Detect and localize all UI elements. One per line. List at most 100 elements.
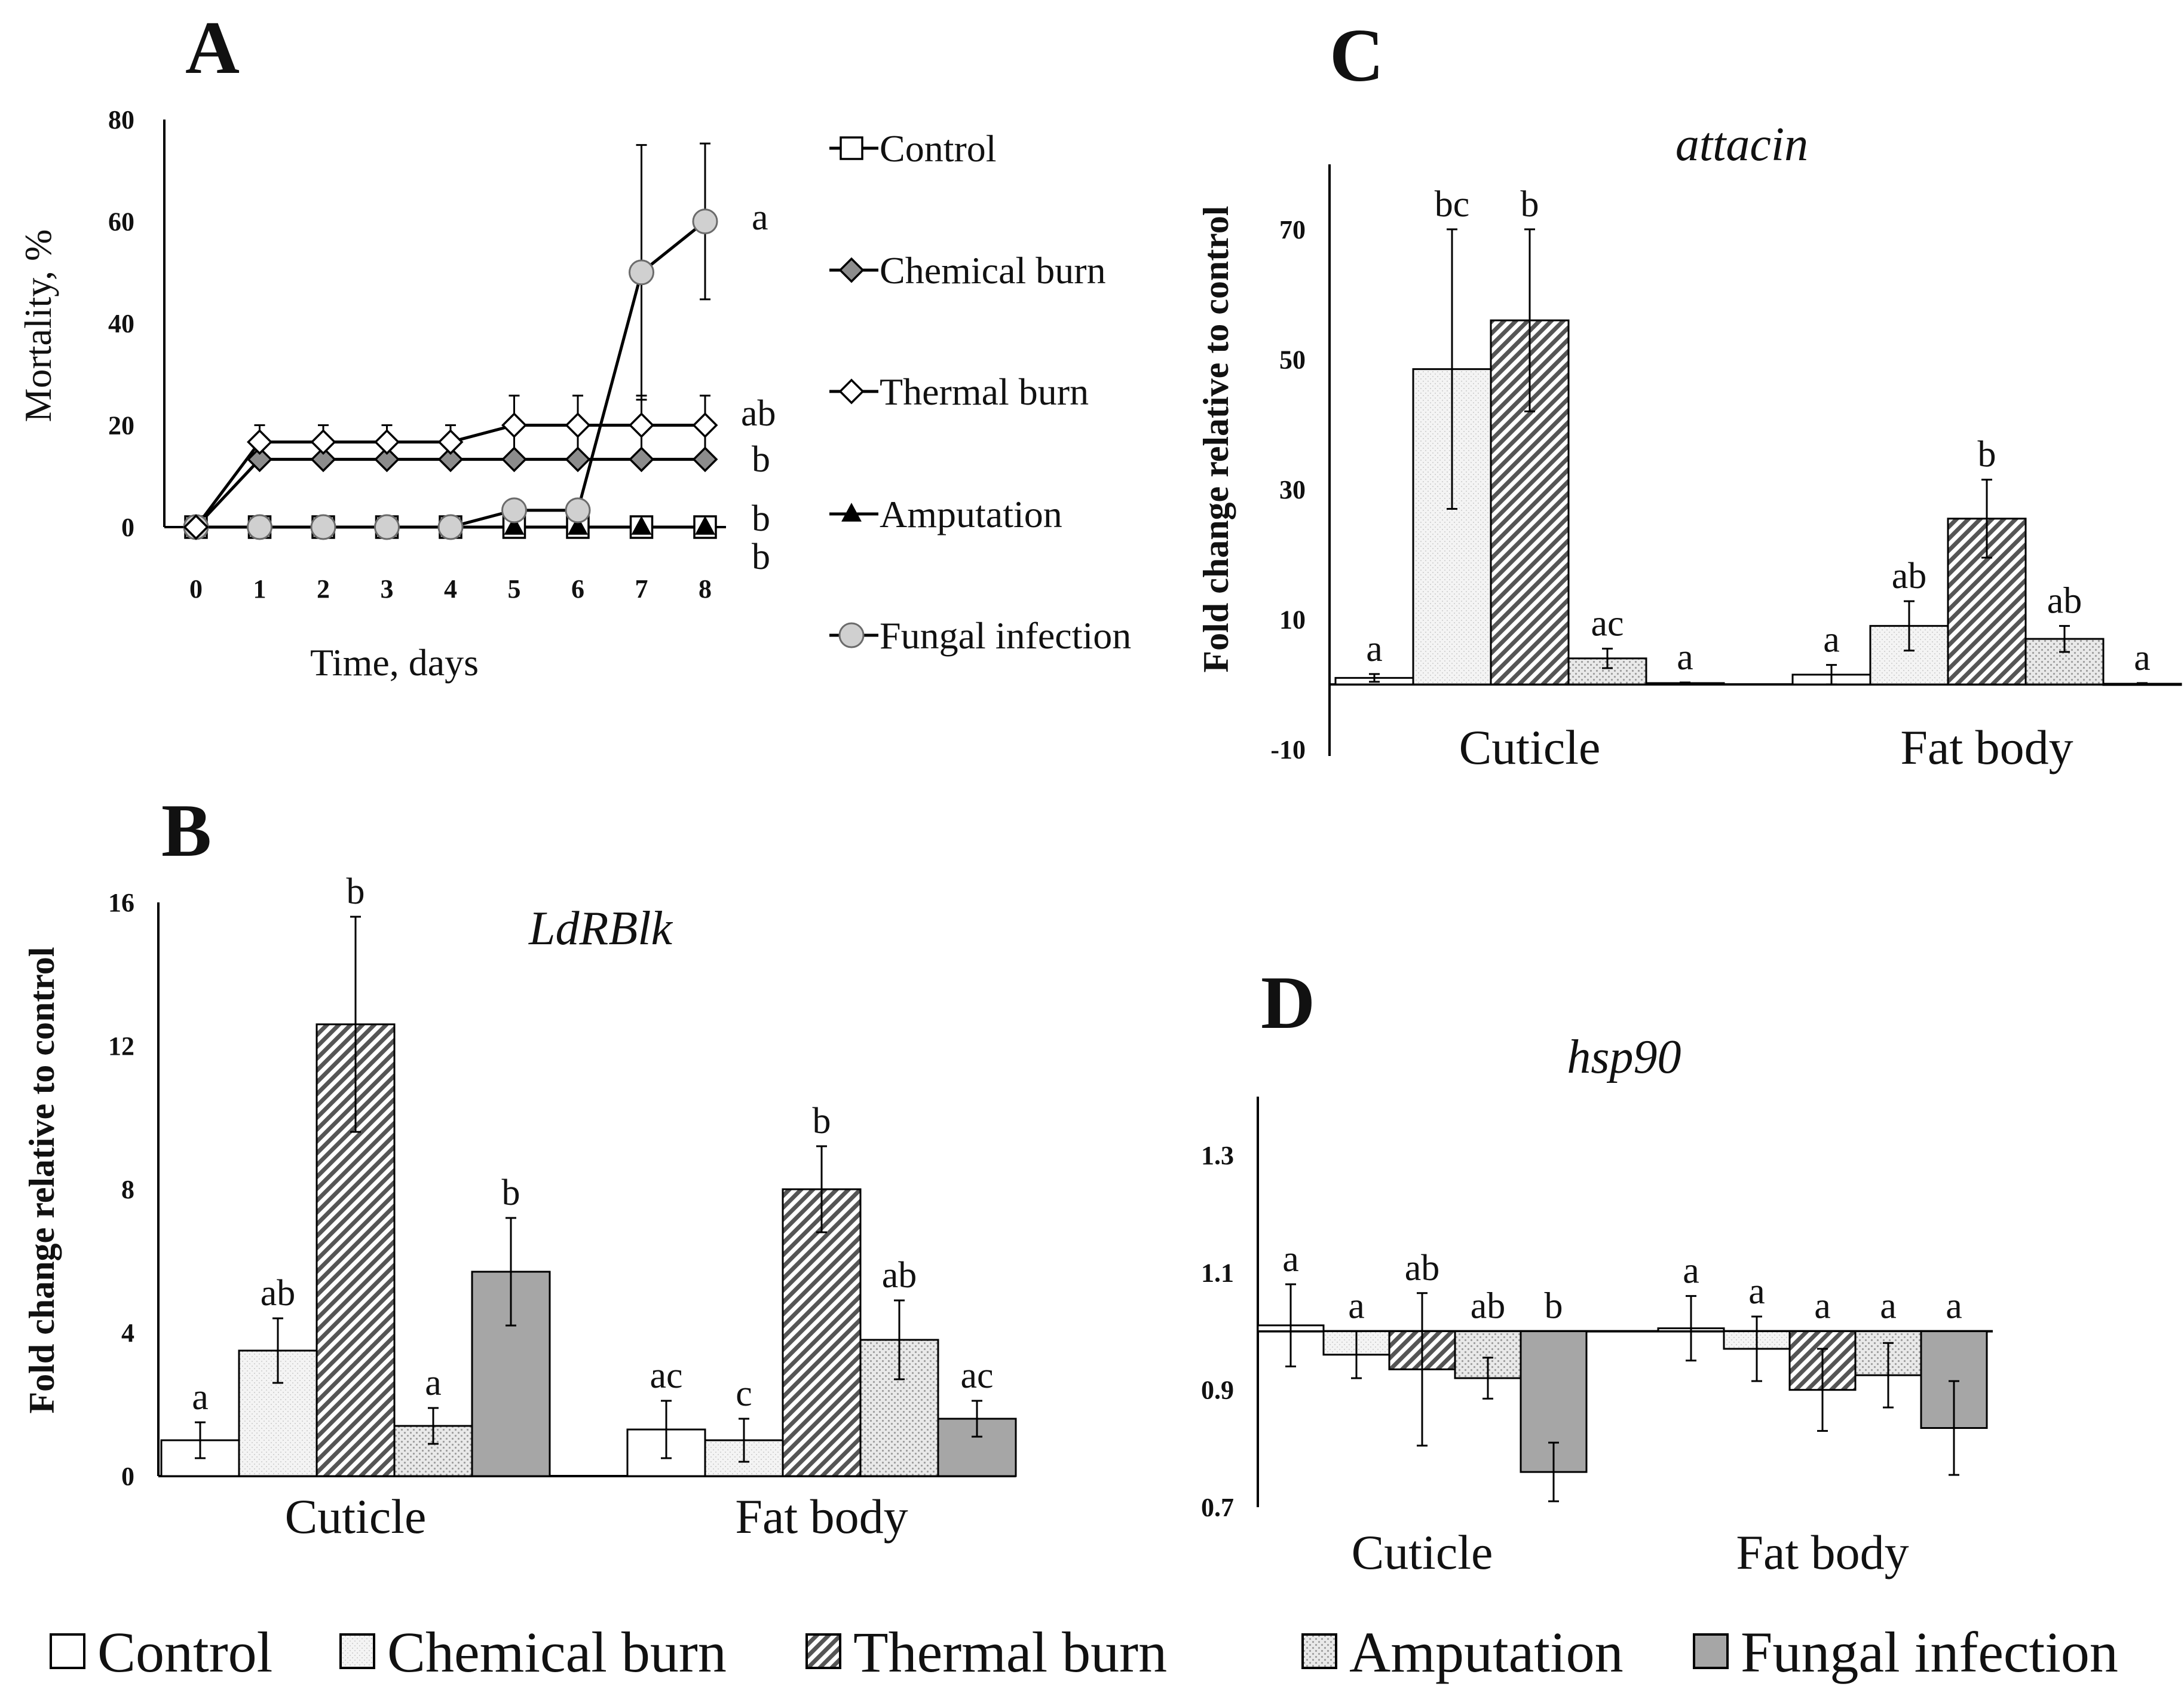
bottom-legend-label-control: Control [97,1620,272,1684]
b-fat-body-control-sig-label: ac [650,1355,682,1396]
a-legend-label-amputation: Amputation [880,493,1062,535]
c-fat-body-amputation-sig-label: ab [2047,580,2082,621]
bottom-legend-swatch-chemical-burn [339,1633,375,1669]
a-point-chemical-burn-day-7 [629,446,654,473]
bottom-legend-swatch-amputation [1301,1633,1337,1669]
b-ytick-8: 8 [121,1175,134,1204]
a-xtick-7: 7 [635,574,648,604]
panel-b-ldrblk-chart: LdRBlk Fold change relative to control 0… [22,871,1017,1544]
c-cuticle-chemical-burn-sig-label: bc [1435,184,1470,225]
d-cuticle-chemical-burn-sig-label: a [1348,1286,1365,1327]
a-sig-control: b [752,498,770,539]
a-point-chemical-burn-day-1 [247,446,272,473]
b-category-fat-body: Fat body [735,1489,908,1544]
b-fat-body-fungal-infection-sig-label: ac [960,1355,993,1396]
c-cuticle-fungal-infection-sig-label: a [1677,637,1693,678]
b-ytick-0: 0 [121,1462,134,1491]
c-cuticle-thermal-burn-sig-label: b [1521,184,1539,225]
a-sig-chemical-burn: b [752,439,770,480]
a-point-chemical-burn-day-6 [565,446,591,473]
c-ytick-10: 10 [1279,605,1306,634]
d-category-cuticle: Cuticle [1352,1525,1493,1579]
b-cuticle-control-sig-label: a [192,1377,209,1418]
a-point-thermal-burn-day-2 [310,429,336,455]
panel-c-subtitle: attacin [1675,118,1808,171]
c-fat-body-control-sig-label: a [1823,620,1840,660]
c-fat-body-chemical-burn-sig-label: ab [1892,556,1927,596]
bottom-legend-item-thermal-burn: Thermal burn [805,1620,1167,1684]
d-cuticle-amputation-sig-label: ab [1471,1286,1506,1327]
c-cuticle-amputation-sig-label: ac [1591,603,1624,644]
a-legend-item-thermal-burn: Thermal burn [829,371,1089,413]
a-legend-marker-control [840,136,863,160]
a-sig-amputation: b [752,537,770,577]
a-ytick-60: 60 [108,207,134,237]
a-point-fungal-infection-day-4 [437,514,464,540]
panel-a-y-label: Mortality, % [17,229,59,423]
bottom-legend-swatch-thermal-burn [805,1633,841,1669]
d-ytick-1-1: 1.1 [1201,1258,1234,1287]
a-legend-marker-chemical-burn [838,257,865,283]
panel-b-y-label: Fold change relative to control [22,947,62,1414]
panel-c-letter: C [1330,14,1384,97]
b-cuticle-chemical-burn-sig-label: ab [261,1273,296,1314]
a-xtick-8: 8 [699,574,712,604]
panel-b-subtitle: LdRBlk [528,902,673,955]
a-point-chemical-burn-day-2 [310,446,336,473]
panel-a-letter: A [185,7,240,90]
panel-d-subtitle: hsp90 [1567,1031,1681,1083]
b-ytick-4: 4 [121,1318,134,1348]
a-legend-label-chemical-burn: Chemical burn [880,249,1106,292]
bottom-legend-label-amputation: Amputation [1349,1620,1624,1684]
b-fat-body-thermal-burn-sig-label: b [813,1101,831,1141]
c-ytick-10: -10 [1270,735,1306,764]
a-point-thermal-burn-day-3 [374,429,400,455]
a-ytick-80: 80 [108,105,134,134]
a-xtick-1: 1 [253,574,267,604]
a-legend-marker-thermal-burn [838,378,865,405]
a-xtick-3: 3 [381,574,394,604]
b-ytick-12: 12 [108,1031,134,1061]
a-legend-item-chemical-burn: Chemical burn [829,249,1106,292]
d-fat-body-thermal-burn-sig-label: a [1814,1286,1831,1327]
bottom-legend-swatch-fungal-infection [1693,1633,1729,1669]
a-legend-label-control: Control [880,127,997,170]
a-xtick-6: 6 [571,574,584,604]
a-point-amputation-day-7 [631,516,652,535]
a-xtick-5: 5 [508,574,521,604]
a-point-fungal-infection-day-1 [247,514,272,540]
panel-c-attacin-chart: attacin Fold change relative to control … [1196,118,2182,775]
a-legend-label-fungal-infection: Fungal infection [880,614,1131,657]
c-fat-body-fungal-infection-sig-label: a [2134,638,2151,678]
a-point-amputation-day-5 [504,516,525,535]
bottom-legend-label-thermal-burn: Thermal burn [853,1620,1167,1684]
a-legend-marker-amputation [841,503,862,522]
a-point-fungal-infection-day-2 [310,514,336,540]
c-category-fat-body: Fat body [1900,720,2073,775]
a-ytick-0: 0 [121,513,134,542]
a-point-fungal-infection-day-8 [692,209,718,234]
bottom-legend-item-chemical-burn: Chemical burn [339,1620,727,1684]
a-point-chemical-burn-day-3 [374,446,400,473]
c-category-cuticle: Cuticle [1459,720,1601,775]
a-point-thermal-burn-day-4 [437,429,464,455]
a-sig-fungal-infection: a [752,197,768,238]
bottom-legend-item-fungal-infection: Fungal infection [1693,1620,2118,1684]
d-ytick-1-3: 1.3 [1201,1141,1234,1170]
c-ytick-70: 70 [1279,215,1306,244]
c-fat-body-thermal-burn-sig-label: b [1978,434,1996,475]
d-ytick-0-7: 0.7 [1201,1493,1234,1522]
a-legend-item-fungal-infection: Fungal infection [829,614,1131,657]
a-point-chemical-burn-day-5 [501,446,527,473]
d-cuticle-control-sig-label: a [1282,1239,1299,1279]
bottom-legend-label-fungal-infection: Fungal infection [1741,1620,2118,1684]
a-point-chemical-burn-day-4 [437,446,464,473]
bottom-legend-item-control: Control [50,1620,272,1684]
d-cuticle-thermal-burn-sig-label: ab [1405,1248,1440,1288]
a-point-thermal-burn-day-6 [565,412,591,438]
a-xtick-2: 2 [317,574,330,604]
a-point-thermal-burn-day-1 [247,429,272,455]
bottom-legend-item-amputation: Amputation [1301,1620,1624,1684]
c-ytick-30: 30 [1279,475,1306,504]
